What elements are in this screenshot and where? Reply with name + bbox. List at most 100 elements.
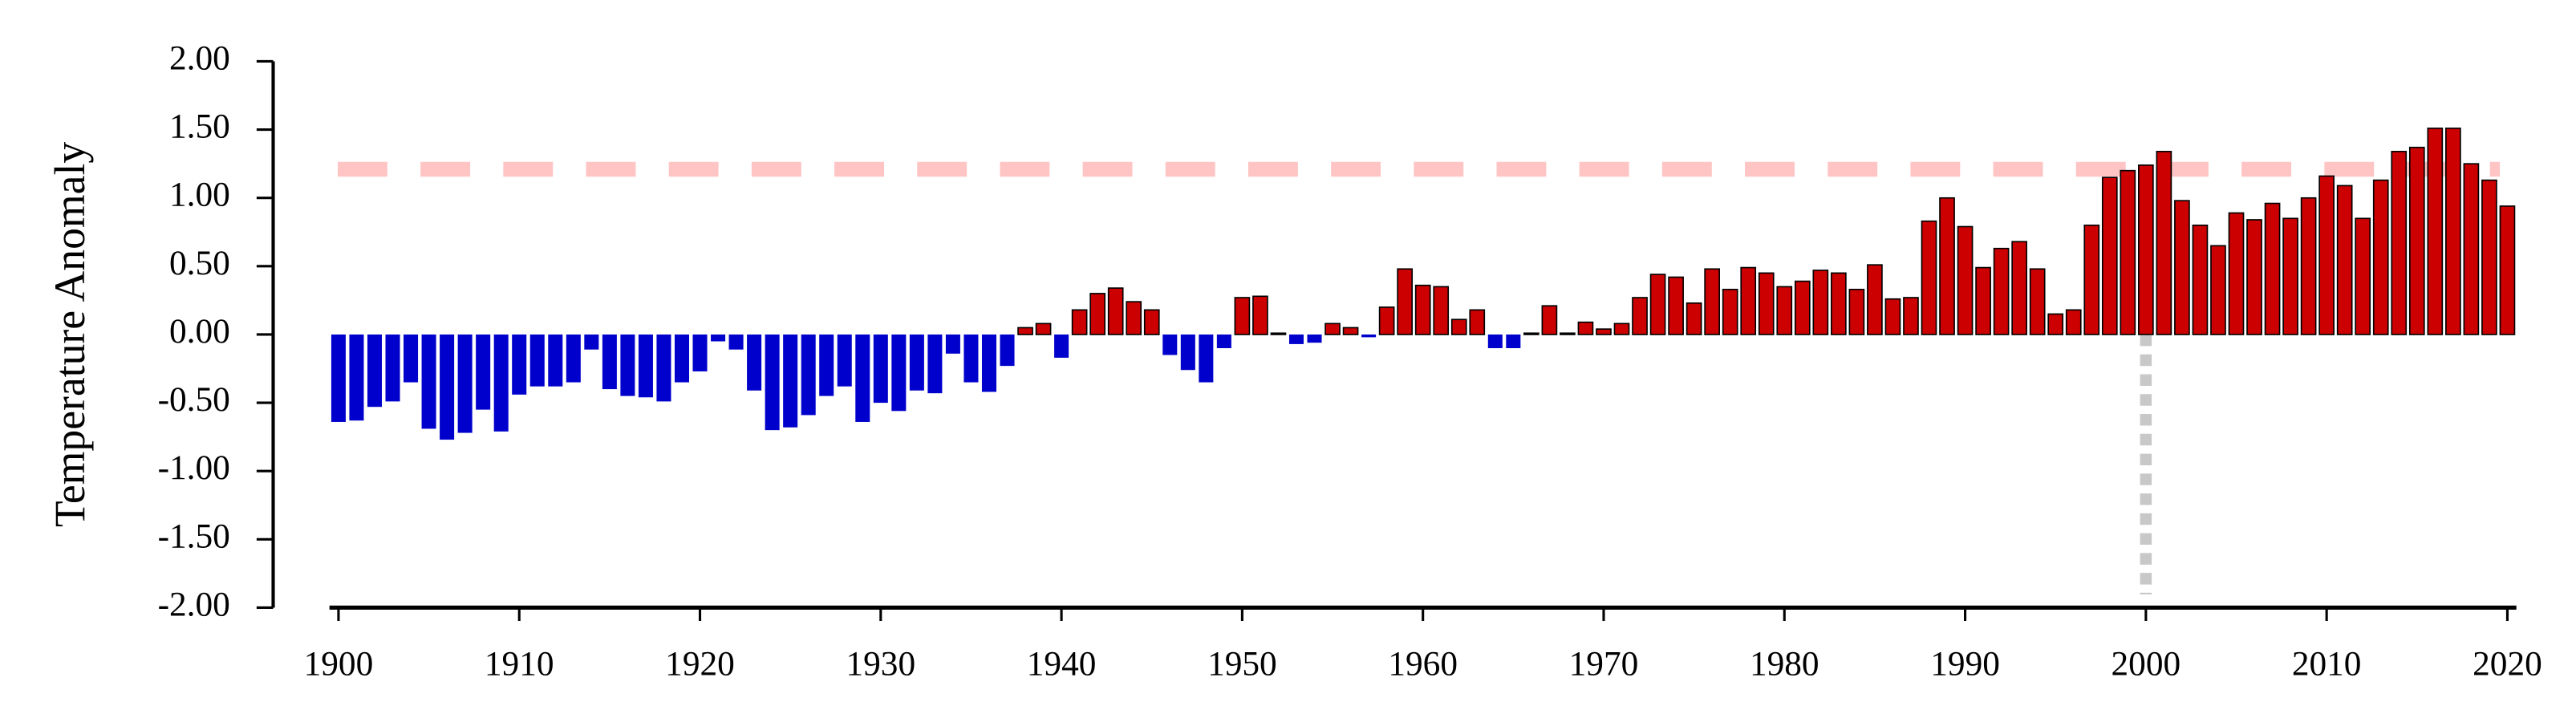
bar <box>1054 334 1069 358</box>
x-tick-label: 1950 <box>1207 645 1277 683</box>
bar <box>1252 295 1268 335</box>
x-tick-label: 1970 <box>1569 645 1639 683</box>
bar <box>620 334 635 396</box>
bar <box>1812 270 1829 335</box>
bar <box>1216 334 1231 349</box>
bar <box>1000 334 1015 367</box>
bar <box>981 334 996 392</box>
bar <box>1288 334 1304 344</box>
bar <box>566 334 581 383</box>
bar <box>1414 284 1431 335</box>
bar <box>945 334 960 354</box>
bar <box>692 334 708 371</box>
y-tick-label: 1.50 <box>169 107 230 146</box>
y-axis-label: Temperature Anomaly <box>46 142 94 528</box>
bar <box>2355 217 2371 335</box>
bar <box>1867 264 1883 335</box>
bar <box>1107 287 1124 335</box>
bar <box>440 334 455 440</box>
bar <box>1143 309 1160 335</box>
bar <box>2192 224 2209 335</box>
bar <box>2445 128 2461 335</box>
bar <box>421 334 436 429</box>
bar <box>891 334 907 412</box>
bar <box>1794 280 1811 335</box>
bar <box>2264 202 2281 335</box>
bar <box>1884 298 1901 335</box>
bar <box>1903 297 1919 335</box>
bar <box>711 334 726 342</box>
bar <box>1541 305 1558 335</box>
bar <box>1126 301 1142 335</box>
x-tick-label: 1930 <box>846 645 915 683</box>
bar <box>783 334 798 428</box>
bar <box>1342 326 1359 335</box>
bar <box>1632 297 1648 335</box>
bar <box>1199 334 1214 383</box>
bar <box>1325 322 1341 335</box>
bar <box>2246 219 2262 335</box>
bar <box>1577 321 1594 335</box>
y-tick-label: -0.50 <box>158 380 230 419</box>
bar <box>927 334 943 394</box>
bar <box>2228 212 2245 335</box>
bar <box>1560 332 1576 335</box>
bar <box>457 334 473 433</box>
bar <box>1089 293 1105 335</box>
bar <box>1668 276 1684 335</box>
bar <box>2138 164 2154 335</box>
bar <box>1433 286 1450 335</box>
y-tick-label: 0.00 <box>169 312 230 351</box>
bar <box>728 334 744 350</box>
bar <box>2408 146 2425 335</box>
bar <box>855 334 870 422</box>
y-tick-label: 2.00 <box>169 39 230 77</box>
bar <box>909 334 924 391</box>
bar <box>2336 185 2353 335</box>
bar <box>2083 224 2100 335</box>
bar <box>2156 151 2172 335</box>
x-tick-label: 1900 <box>304 645 374 683</box>
x-tick-label: 1990 <box>1930 645 2000 683</box>
x-tick-label: 1980 <box>1750 645 1819 683</box>
bar <box>747 334 762 391</box>
bar <box>1758 272 1775 335</box>
bar <box>548 334 563 387</box>
bar <box>493 334 509 432</box>
bar <box>2318 175 2335 335</box>
bar <box>1831 272 1847 335</box>
bar <box>2065 309 2082 335</box>
bar <box>1487 334 1503 349</box>
bar <box>1523 332 1540 335</box>
x-tick-label: 1960 <box>1388 645 1458 683</box>
bar <box>1017 326 1033 335</box>
bar <box>1361 334 1377 338</box>
bar <box>2463 163 2480 335</box>
bar <box>1939 197 1955 335</box>
bar <box>2372 179 2389 335</box>
bar <box>2047 313 2064 335</box>
bar <box>837 334 852 387</box>
bar <box>1378 306 1395 335</box>
bar <box>1307 334 1322 343</box>
bar <box>367 334 382 408</box>
bar <box>2174 200 2190 335</box>
bar <box>1722 288 1738 335</box>
bar <box>1450 318 1467 335</box>
bar <box>1993 247 2010 335</box>
bar <box>2101 176 2118 335</box>
bar <box>1162 334 1178 355</box>
bar <box>602 334 617 390</box>
bar <box>674 334 689 383</box>
x-tick-label: 1910 <box>485 645 554 683</box>
bar <box>819 334 834 396</box>
x-tick-label: 2000 <box>2112 645 2181 683</box>
bar <box>1921 220 1937 335</box>
y-tick-label: -1.00 <box>158 448 230 487</box>
bar <box>1686 302 1702 335</box>
y-tick-label: 0.50 <box>169 244 230 282</box>
bar <box>2300 197 2317 335</box>
bar <box>1234 297 1251 335</box>
bar <box>1596 328 1612 335</box>
